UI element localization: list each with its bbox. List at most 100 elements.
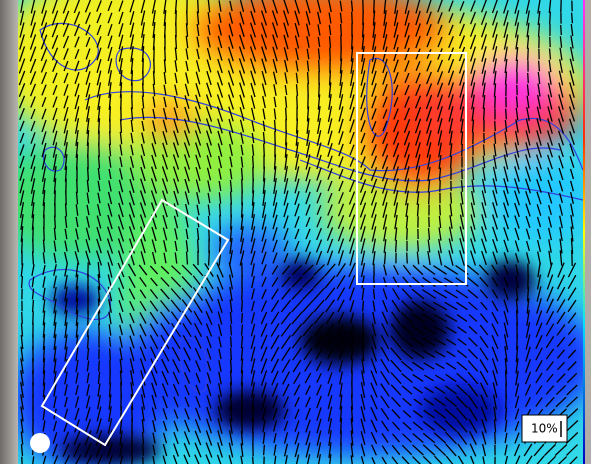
vector <box>448 238 454 254</box>
vector <box>547 106 553 122</box>
vector <box>481 58 487 74</box>
vector <box>228 442 234 458</box>
vector <box>537 251 541 265</box>
vector <box>339 394 343 410</box>
vector <box>434 350 446 358</box>
vector <box>240 156 244 168</box>
vector <box>350 58 354 74</box>
vector <box>240 430 244 446</box>
vector <box>437 12 443 24</box>
vector <box>371 323 377 337</box>
vector <box>316 418 322 434</box>
vector <box>373 276 375 288</box>
vector <box>548 48 552 60</box>
vector <box>294 420 300 432</box>
vector <box>349 106 355 122</box>
vector <box>382 58 388 74</box>
vector <box>545 348 555 360</box>
vector <box>19 34 25 50</box>
vector <box>217 418 223 434</box>
vector <box>427 166 431 182</box>
vector <box>327 383 333 397</box>
vector <box>118 312 124 324</box>
vector <box>370 178 378 194</box>
vector <box>556 336 566 348</box>
vector <box>270 299 280 313</box>
vector <box>537 71 541 85</box>
vector <box>74 407 80 421</box>
vector <box>251 394 255 410</box>
vector <box>270 323 280 337</box>
vector <box>471 106 475 122</box>
vector <box>97 310 101 326</box>
vector <box>558 180 564 192</box>
region-box <box>356 52 467 285</box>
vector <box>228 23 234 37</box>
vector <box>438 154 442 170</box>
vector <box>492 238 498 254</box>
vector <box>295 118 299 134</box>
vector <box>400 348 414 360</box>
vector <box>107 226 113 242</box>
vector <box>370 406 378 422</box>
vector <box>491 300 499 312</box>
vector <box>228 35 234 49</box>
vector <box>107 442 113 458</box>
vector <box>433 420 447 432</box>
vector <box>262 120 266 132</box>
vector <box>470 238 476 254</box>
vector <box>444 289 458 299</box>
vector <box>432 301 448 311</box>
vector <box>412 421 424 431</box>
vector <box>141 108 145 120</box>
vector <box>195 94 201 110</box>
vector <box>30 178 36 194</box>
vector <box>283 202 289 218</box>
vector <box>381 154 389 170</box>
vector <box>218 336 222 348</box>
vector <box>543 443 557 457</box>
vector <box>53 420 57 432</box>
vector <box>536 130 542 146</box>
vector <box>411 349 425 359</box>
vector <box>467 348 479 360</box>
vector <box>251 456 254 464</box>
vector <box>416 251 420 265</box>
vector <box>251 214 255 230</box>
vector <box>272 34 278 50</box>
vector <box>415 72 421 84</box>
vector <box>459 106 465 122</box>
vector <box>96 82 102 98</box>
vector <box>96 47 102 61</box>
vector <box>228 274 234 290</box>
vector <box>194 442 202 458</box>
vector <box>536 216 542 228</box>
vector <box>151 131 157 145</box>
vector <box>229 238 233 254</box>
vector <box>503 214 509 230</box>
vector <box>249 46 257 62</box>
vector <box>370 155 378 169</box>
vector <box>251 418 255 434</box>
vector <box>129 358 135 374</box>
vector <box>260 346 268 362</box>
vector <box>459 23 465 37</box>
vector <box>482 456 486 464</box>
vector <box>360 238 366 254</box>
vector <box>174 84 178 96</box>
vector <box>118 191 124 205</box>
vector <box>524 371 532 385</box>
vector <box>423 398 435 406</box>
vector <box>239 34 245 50</box>
vector <box>141 95 145 109</box>
vector <box>271 265 279 275</box>
vector <box>514 166 520 182</box>
vector <box>119 418 123 434</box>
vector <box>350 455 353 464</box>
vector <box>436 94 444 110</box>
vector <box>51 0 58 14</box>
vector <box>262 108 266 120</box>
vector <box>515 455 521 464</box>
vector <box>262 178 266 194</box>
vector <box>327 118 333 134</box>
